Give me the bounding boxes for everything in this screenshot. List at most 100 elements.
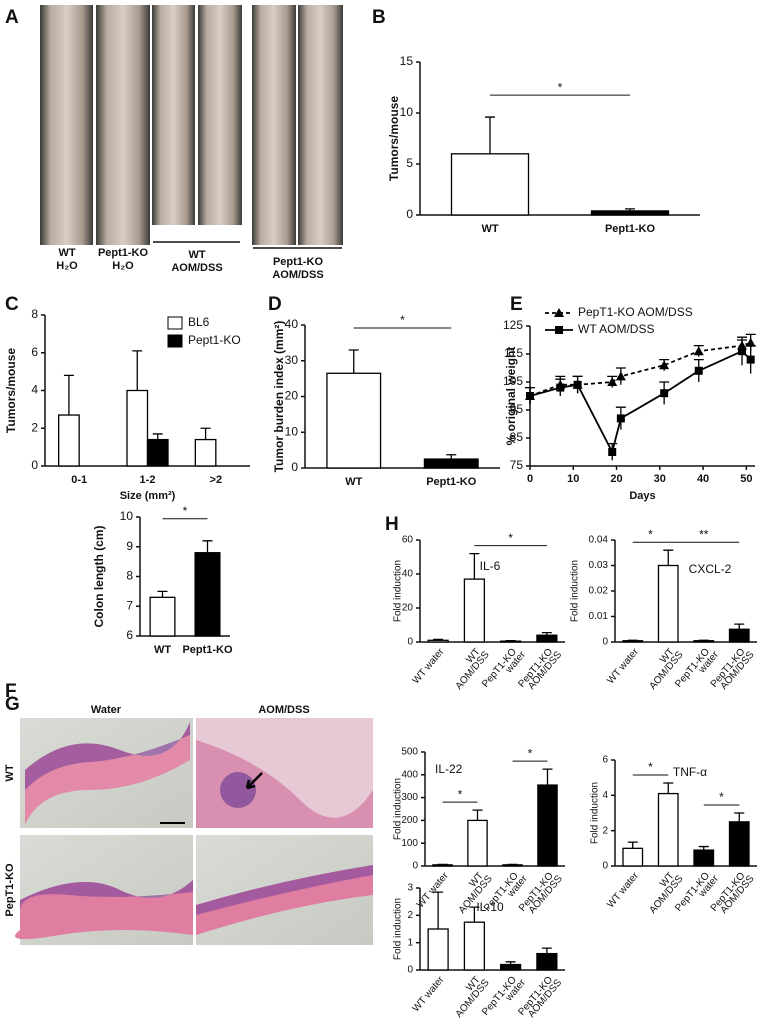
colon-photo — [298, 5, 343, 245]
bar — [658, 566, 678, 643]
legend-label: Pept1-KO — [188, 333, 241, 347]
chart-title: IL-6 — [480, 559, 501, 573]
x-tick-label: Pept1-KO — [182, 644, 233, 656]
error-bar — [663, 783, 673, 794]
x-tick-label: WT water — [411, 974, 447, 1014]
bar — [537, 954, 557, 970]
marker — [617, 414, 625, 422]
y-tick-label: 0.01 — [589, 611, 609, 622]
chart-title: CXCL-2 — [689, 562, 732, 576]
bar — [148, 440, 169, 466]
error-bar — [734, 813, 744, 822]
bar — [428, 929, 448, 970]
y-tick-label: 30 — [285, 353, 299, 367]
error-bar — [158, 591, 168, 597]
y-tick-label: 10 — [285, 424, 299, 438]
x-tick-label: 30 — [654, 473, 666, 485]
marker — [526, 392, 534, 400]
legend-swatch — [168, 317, 182, 329]
x-tick-label: Pept1-KO — [605, 223, 656, 235]
y-tick-label: 6 — [602, 755, 608, 766]
bar — [694, 850, 714, 866]
y-tick-label: 4 — [602, 790, 608, 801]
significance-label: * — [528, 746, 533, 760]
error-bar — [628, 842, 638, 848]
legend-label: WT AOM/DSS — [578, 322, 654, 336]
photos — [40, 5, 343, 248]
x-tick-label: WT — [154, 644, 171, 656]
bar — [623, 848, 643, 866]
error-bar — [485, 117, 495, 154]
photo-label: Pept1-KO — [273, 256, 324, 268]
panel-letter: A — [5, 7, 19, 28]
colon-photo — [198, 5, 242, 225]
panel-letter: E — [510, 294, 523, 315]
y-tick-label: 10 — [400, 105, 414, 119]
y-tick-label: 2 — [602, 825, 608, 836]
panel-letter: D — [268, 294, 282, 315]
y-tick-label: 60 — [402, 535, 414, 546]
photo-label: H₂O — [56, 260, 78, 272]
x-tick-label: 40 — [697, 473, 709, 485]
y-tick-label: 0.03 — [589, 560, 609, 571]
significance-label: * — [400, 313, 405, 327]
tissue — [220, 772, 256, 808]
colon-photo — [96, 5, 150, 245]
panel-letter: B — [372, 7, 386, 28]
legend-label: BL6 — [188, 315, 210, 329]
bar — [694, 641, 714, 642]
y-tick-label: 8 — [31, 307, 38, 321]
x-axis-title: Days — [629, 490, 655, 502]
significance-label: ** — [699, 527, 709, 541]
legend-marker — [555, 326, 563, 334]
y-axis-title: Tumors/mouse — [387, 96, 401, 181]
x-tick-label: 10 — [567, 473, 579, 485]
error-bar — [433, 892, 443, 929]
significance-label: * — [719, 790, 724, 804]
y-tick-label: 9 — [126, 539, 133, 553]
error-bar — [349, 350, 359, 373]
column-label: Water — [91, 704, 122, 716]
bar — [452, 154, 529, 215]
error-bar — [201, 428, 211, 439]
y-tick-label: 0 — [407, 637, 413, 648]
bar — [195, 553, 220, 636]
y-tick-label: 10 — [120, 509, 134, 523]
y-tick-label: 75 — [510, 458, 524, 472]
y-tick-label: 1 — [407, 937, 413, 948]
x-tick-label: 0 — [527, 473, 533, 485]
y-tick-label: 20 — [285, 389, 299, 403]
bar — [428, 640, 448, 642]
panel-letter: C — [5, 294, 19, 315]
y-tick-label: 0.02 — [589, 586, 609, 597]
marker — [695, 367, 703, 375]
y-tick-label: 2 — [407, 910, 413, 921]
error-bar — [734, 624, 744, 629]
y-tick-label: 0.04 — [589, 535, 609, 546]
marker — [556, 384, 564, 392]
series-line — [530, 351, 751, 452]
error-bar — [153, 434, 163, 440]
error-bar — [203, 541, 213, 553]
chart-title: IL-22 — [435, 762, 463, 776]
marker — [660, 389, 668, 397]
bar — [424, 459, 478, 468]
photo-label: H₂O — [112, 260, 134, 272]
marker — [574, 381, 582, 389]
bar — [623, 641, 643, 642]
panel-letter: H — [385, 514, 399, 535]
y-axis-title: Colon length (cm) — [92, 526, 106, 628]
x-tick-label: WT — [481, 223, 498, 235]
y-tick-label: 2 — [31, 420, 38, 434]
y-tick-label: 15 — [400, 54, 414, 68]
error-bar — [469, 554, 479, 580]
column-label: AOM/DSS — [258, 704, 309, 716]
y-tick-label: 7 — [126, 598, 133, 612]
significance-label: * — [458, 787, 463, 801]
y-axis-title: Fold induction — [570, 560, 581, 622]
y-tick-label: 40 — [285, 317, 299, 331]
bar — [538, 785, 557, 866]
colon-photo — [252, 5, 296, 245]
y-tick-label: 300 — [401, 792, 418, 803]
